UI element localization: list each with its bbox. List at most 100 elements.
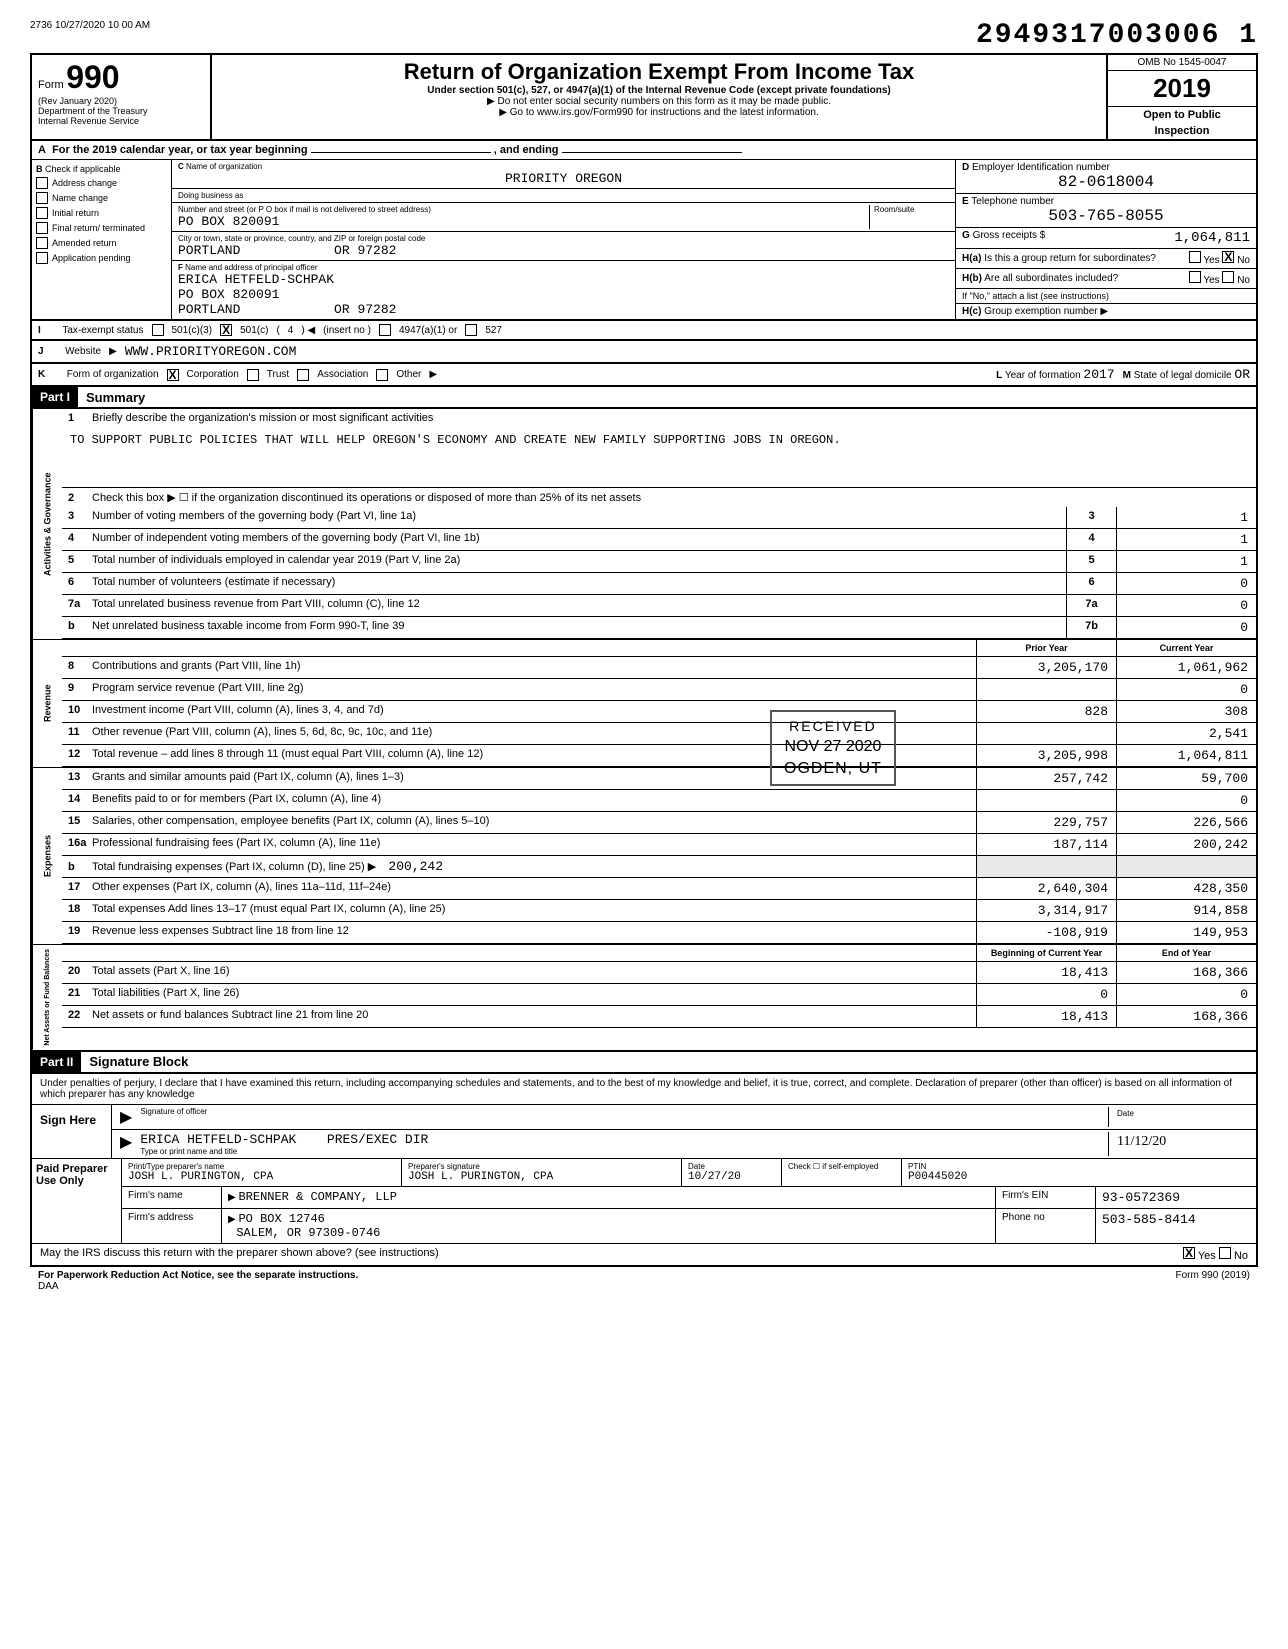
top-header: 2736 10/27/2020 10 00 AM 2949317003006 1 <box>30 20 1258 51</box>
firm-phone-label: Phone no <box>996 1209 1096 1243</box>
form-id-block: Form 990 (Rev January 2020) Department o… <box>32 55 212 139</box>
discuss-no-box[interactable] <box>1219 1247 1231 1259</box>
city: PORTLAND <box>178 243 240 258</box>
section-d: D Employer Identification number 82-0618… <box>956 160 1256 319</box>
phone: 503-765-8055 <box>962 207 1250 225</box>
addr-label: Number and street (or P O box if mail is… <box>178 205 869 214</box>
527-box[interactable] <box>465 324 477 336</box>
checkbox-pending[interactable] <box>36 252 48 264</box>
501c-box[interactable] <box>220 324 232 336</box>
hb-yes-box[interactable] <box>1189 271 1201 283</box>
summary-line: bNet unrelated business taxable income f… <box>62 617 1256 639</box>
discuss-text: May the IRS discuss this return with the… <box>40 1247 439 1262</box>
begin-year-header: Beginning of Current Year <box>976 945 1116 961</box>
ha-no-box[interactable] <box>1222 251 1234 263</box>
form-revision: (Rev January 2020) <box>38 96 204 106</box>
firm-addr-label: Firm's address <box>122 1209 222 1243</box>
checkbox-initial[interactable] <box>36 207 48 219</box>
omb-number: OMB No 1545-0047 <box>1108 55 1256 71</box>
part2-title: Signature Block <box>89 1054 188 1069</box>
other-box[interactable] <box>376 369 388 381</box>
ptin-label: PTIN <box>908 1162 1250 1171</box>
dept-treasury: Department of the Treasury <box>38 106 204 116</box>
discuss-yes-box[interactable] <box>1183 1247 1195 1259</box>
corp-box[interactable] <box>167 369 179 381</box>
sign-here-label: Sign Here <box>32 1105 112 1158</box>
sig-date: 11/12/20 <box>1117 1134 1166 1149</box>
hb-yes: Yes <box>1203 275 1219 286</box>
4947: 4947(a)(1) or <box>399 325 457 336</box>
line1-label: Briefly describe the organization's miss… <box>92 412 433 424</box>
document-number: 2949317003006 1 <box>976 20 1258 51</box>
prior-year-header: Prior Year <box>976 640 1116 656</box>
expense-line: 17Other expenses (Part IX, column (A), l… <box>62 878 1256 900</box>
signature-section: Under penalties of perjury, I declare th… <box>30 1074 1258 1267</box>
phone-label: Telephone number <box>971 196 1054 207</box>
expense-line: 13Grants and similar amounts paid (Part … <box>62 768 1256 790</box>
firm-name: BRENNER & COMPANY, LLP <box>238 1190 396 1204</box>
insert-no: (insert no ) <box>323 325 371 336</box>
4947-box[interactable] <box>379 324 391 336</box>
hb-no-box[interactable] <box>1222 271 1234 283</box>
summary-line: 4Number of independent voting members of… <box>62 529 1256 551</box>
checkbox-name-change[interactable] <box>36 192 48 204</box>
501c3: 501(c)(3) <box>172 325 213 336</box>
line2-text: Check this box ▶ ☐ if the organization d… <box>92 492 641 504</box>
officer-city: PORTLAND <box>178 302 240 317</box>
summary-line: 7aTotal unrelated business revenue from … <box>62 595 1256 617</box>
address: PO BOX 820091 <box>178 214 869 229</box>
firm-addr1: PO BOX 12746 <box>238 1212 324 1226</box>
section-b: B Check if applicable Address change Nam… <box>32 160 172 319</box>
received-date: NOV 27 2020 <box>784 738 882 756</box>
form-header: Form 990 (Rev January 2020) Department o… <box>30 53 1258 139</box>
checkbox-address-change[interactable] <box>36 177 48 189</box>
state-domicile-label: State of legal domicile <box>1134 370 1232 381</box>
sig-officer-label: Signature of officer <box>140 1107 1108 1116</box>
declaration-text: Under penalties of perjury, I declare th… <box>32 1074 1256 1105</box>
ptin: P00445020 <box>908 1171 1250 1183</box>
form-note-1: Do not enter social security numbers on … <box>216 96 1102 107</box>
expense-line: 16aProfessional fundraising fees (Part I… <box>62 834 1256 856</box>
part1-header: Part I Summary <box>30 387 1258 409</box>
arrow-icon: ▶ <box>120 1107 132 1127</box>
501c3-box[interactable] <box>152 324 164 336</box>
mission-text: TO SUPPORT PUBLIC POLICIES THAT WILL HEL… <box>62 427 1256 487</box>
officer-title: PRES/EXEC DIR <box>327 1132 428 1147</box>
discuss-no: No <box>1234 1250 1248 1262</box>
opt-final: Final return/ terminated <box>52 223 145 233</box>
status-row-i: I Tax-exempt status 501(c)(3) 501(c) ( 4… <box>30 321 1258 341</box>
print-timestamp: 2736 10/27/2020 10 00 AM <box>30 20 150 31</box>
checkbox-amended[interactable] <box>36 237 48 249</box>
name-label: Name of organization <box>186 162 262 171</box>
ha-no: No <box>1237 255 1250 266</box>
year-formed: 2017 <box>1083 367 1114 382</box>
trust: Trust <box>267 369 289 380</box>
revenue-line: 10Investment income (Part VIII, column (… <box>62 701 1256 723</box>
expenses-side-label: Expenses <box>32 768 62 944</box>
form-ref: Form 990 (2019) <box>1176 1270 1250 1292</box>
form-title-block: Return of Organization Exempt From Incom… <box>212 55 1106 139</box>
received-stamp: RECEIVED NOV 27 2020 OGDEN, UT <box>770 710 896 786</box>
corp: Corporation <box>187 369 239 380</box>
end-year-header: End of Year <box>1116 945 1256 961</box>
ha-yes-box[interactable] <box>1189 251 1201 263</box>
net-line: 21Total liabilities (Part X, line 26)00 <box>62 984 1256 1006</box>
trust-box[interactable] <box>247 369 259 381</box>
dba-label: Doing business as <box>178 191 949 200</box>
irs-label: Internal Revenue Service <box>38 116 204 126</box>
state-zip: OR 97282 <box>334 243 396 258</box>
revenue-line: 9Program service revenue (Part VIII, lin… <box>62 679 1256 701</box>
hb-no: No <box>1237 275 1250 286</box>
527: 527 <box>485 325 502 336</box>
opt-name: Name change <box>52 193 108 203</box>
opt-pending: Application pending <box>52 253 131 263</box>
net-line: 20Total assets (Part X, line 16)18,41316… <box>62 962 1256 984</box>
hb-label: Are all subordinates included? <box>984 273 1118 284</box>
assoc-box[interactable] <box>297 369 309 381</box>
form-label: Form <box>38 79 64 91</box>
assoc: Association <box>317 369 368 380</box>
firm-ein-label: Firm's EIN <box>996 1187 1096 1208</box>
room-label: Room/suite <box>874 205 949 214</box>
current-year-header: Current Year <box>1116 640 1256 656</box>
checkbox-final[interactable] <box>36 222 48 234</box>
